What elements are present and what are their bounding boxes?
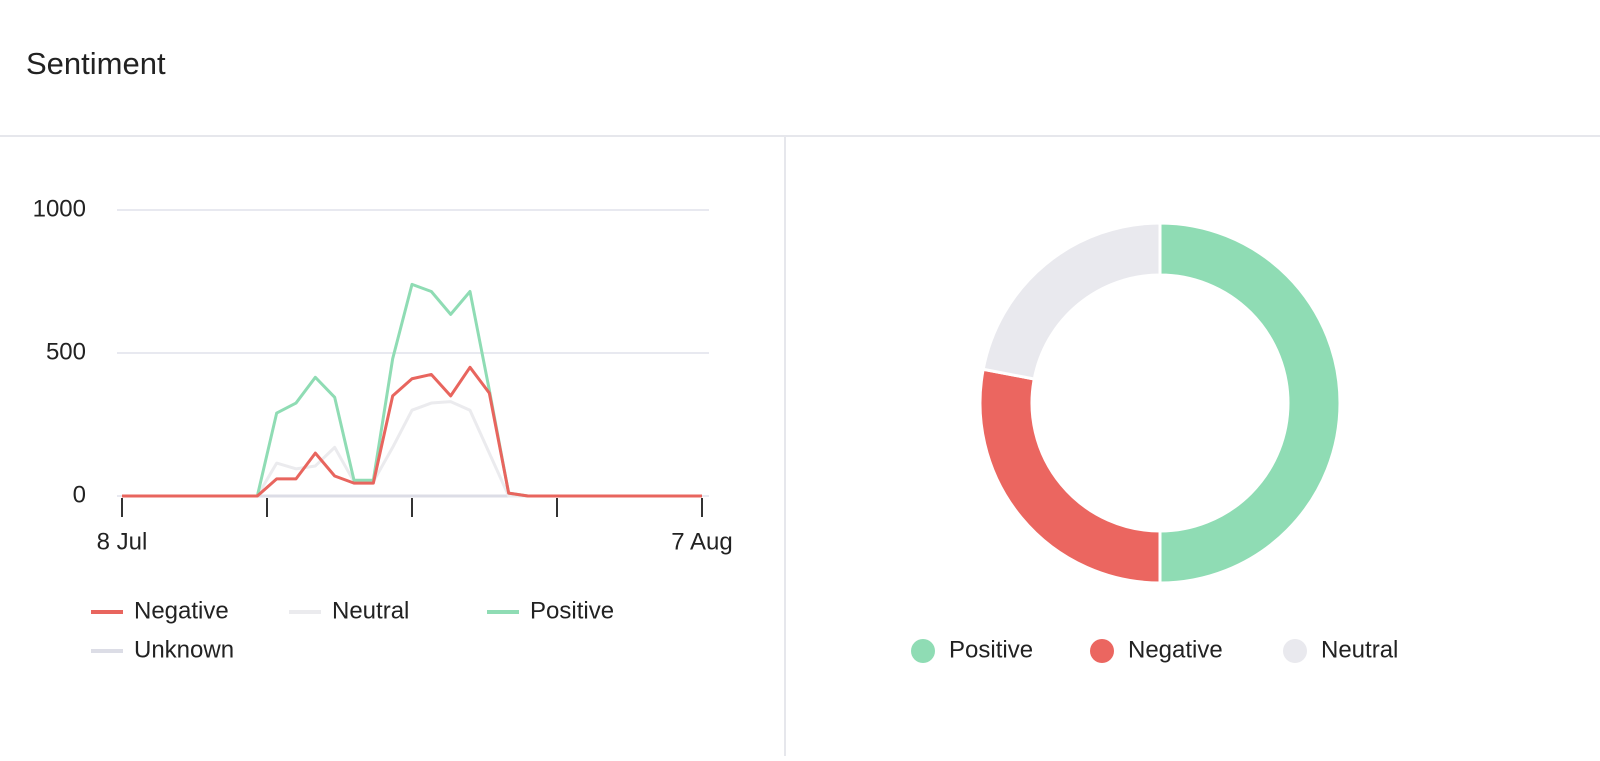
legend-label: Positive: [949, 636, 1033, 663]
series-line: [122, 282, 702, 498]
donut-segment: [978, 367, 1162, 585]
legend-label: Negative: [134, 597, 229, 624]
y-tick-label: 500: [46, 338, 86, 365]
legend-label: Negative: [1128, 636, 1223, 663]
widget-title: Sentiment: [26, 46, 166, 81]
y-tick-label: 1000: [33, 195, 86, 222]
legend-label: Neutral: [1321, 636, 1398, 663]
legend-swatch: [1283, 639, 1307, 663]
x-tick-label: 8 Jul: [97, 528, 148, 555]
legend-swatch: [1090, 639, 1114, 663]
x-tick-label: 7 Aug: [671, 528, 732, 555]
legend-swatch: [911, 639, 935, 663]
y-tick-label: 0: [73, 481, 86, 508]
series-line: [122, 365, 702, 498]
donut-segment: [981, 221, 1162, 381]
legend-label: Neutral: [332, 597, 409, 624]
donut-segment: [1158, 221, 1342, 585]
legend-label: Unknown: [134, 636, 234, 663]
series-line: [122, 400, 702, 498]
legend-label: Positive: [530, 597, 614, 624]
